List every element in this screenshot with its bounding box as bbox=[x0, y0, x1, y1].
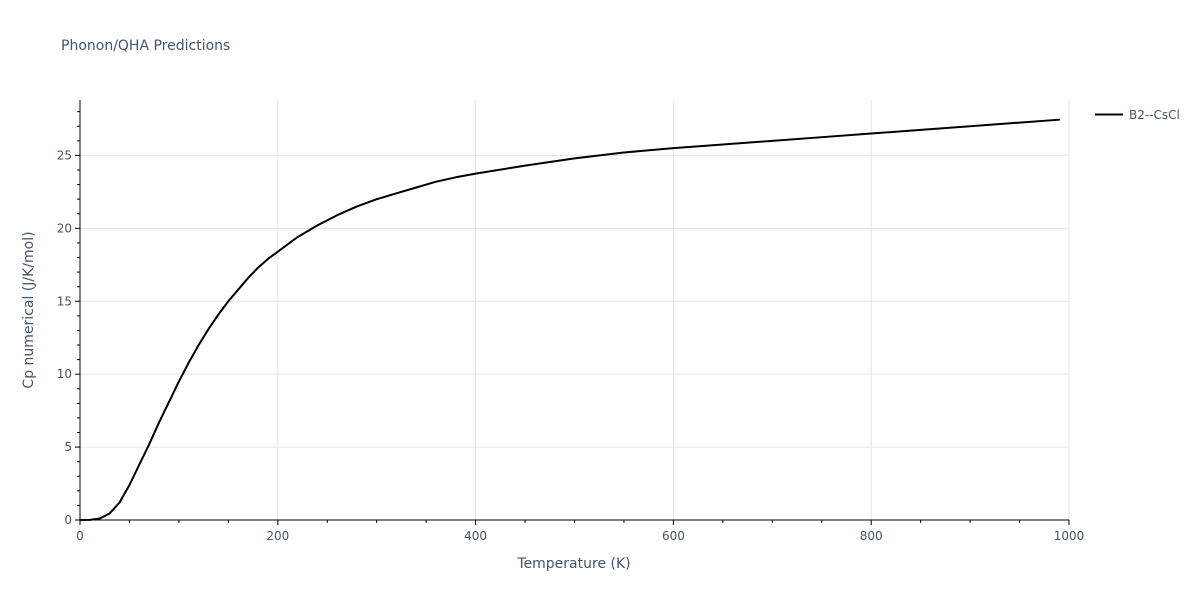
x-tick-label: 400 bbox=[464, 529, 487, 543]
y-tick-label: 25 bbox=[57, 148, 72, 162]
axes bbox=[75, 100, 1070, 525]
legend-label: B2--CsCl bbox=[1129, 108, 1180, 122]
y-tick-label: 10 bbox=[57, 367, 72, 381]
data-series-layer bbox=[79, 118, 1061, 521]
x-tick-label: 600 bbox=[662, 529, 685, 543]
x-tick-label: 800 bbox=[860, 529, 883, 543]
y-tick-label: 15 bbox=[57, 294, 72, 308]
x-tick-label: 1000 bbox=[1054, 529, 1085, 543]
x-tick-label: 0 bbox=[76, 529, 84, 543]
x-tick-label: 200 bbox=[266, 529, 289, 543]
chart-title: Phonon/QHA Predictions bbox=[61, 38, 230, 54]
y-tick-label: 20 bbox=[57, 221, 72, 235]
y-axis-label: Cp numerical (J/K/mol) bbox=[21, 231, 37, 388]
series-line-b2-cscl bbox=[79, 118, 1061, 521]
x-axis-label: Temperature (K) bbox=[516, 556, 630, 572]
y-tick-label: 0 bbox=[64, 513, 72, 527]
legend[interactable]: B2--CsCl bbox=[1095, 108, 1180, 122]
tick-labels: 0 200 400 600 800 1000 0 5 10 15 20 25 bbox=[57, 148, 1085, 543]
y-tick-label: 5 bbox=[64, 440, 72, 454]
grid-lines bbox=[80, 100, 1070, 520]
